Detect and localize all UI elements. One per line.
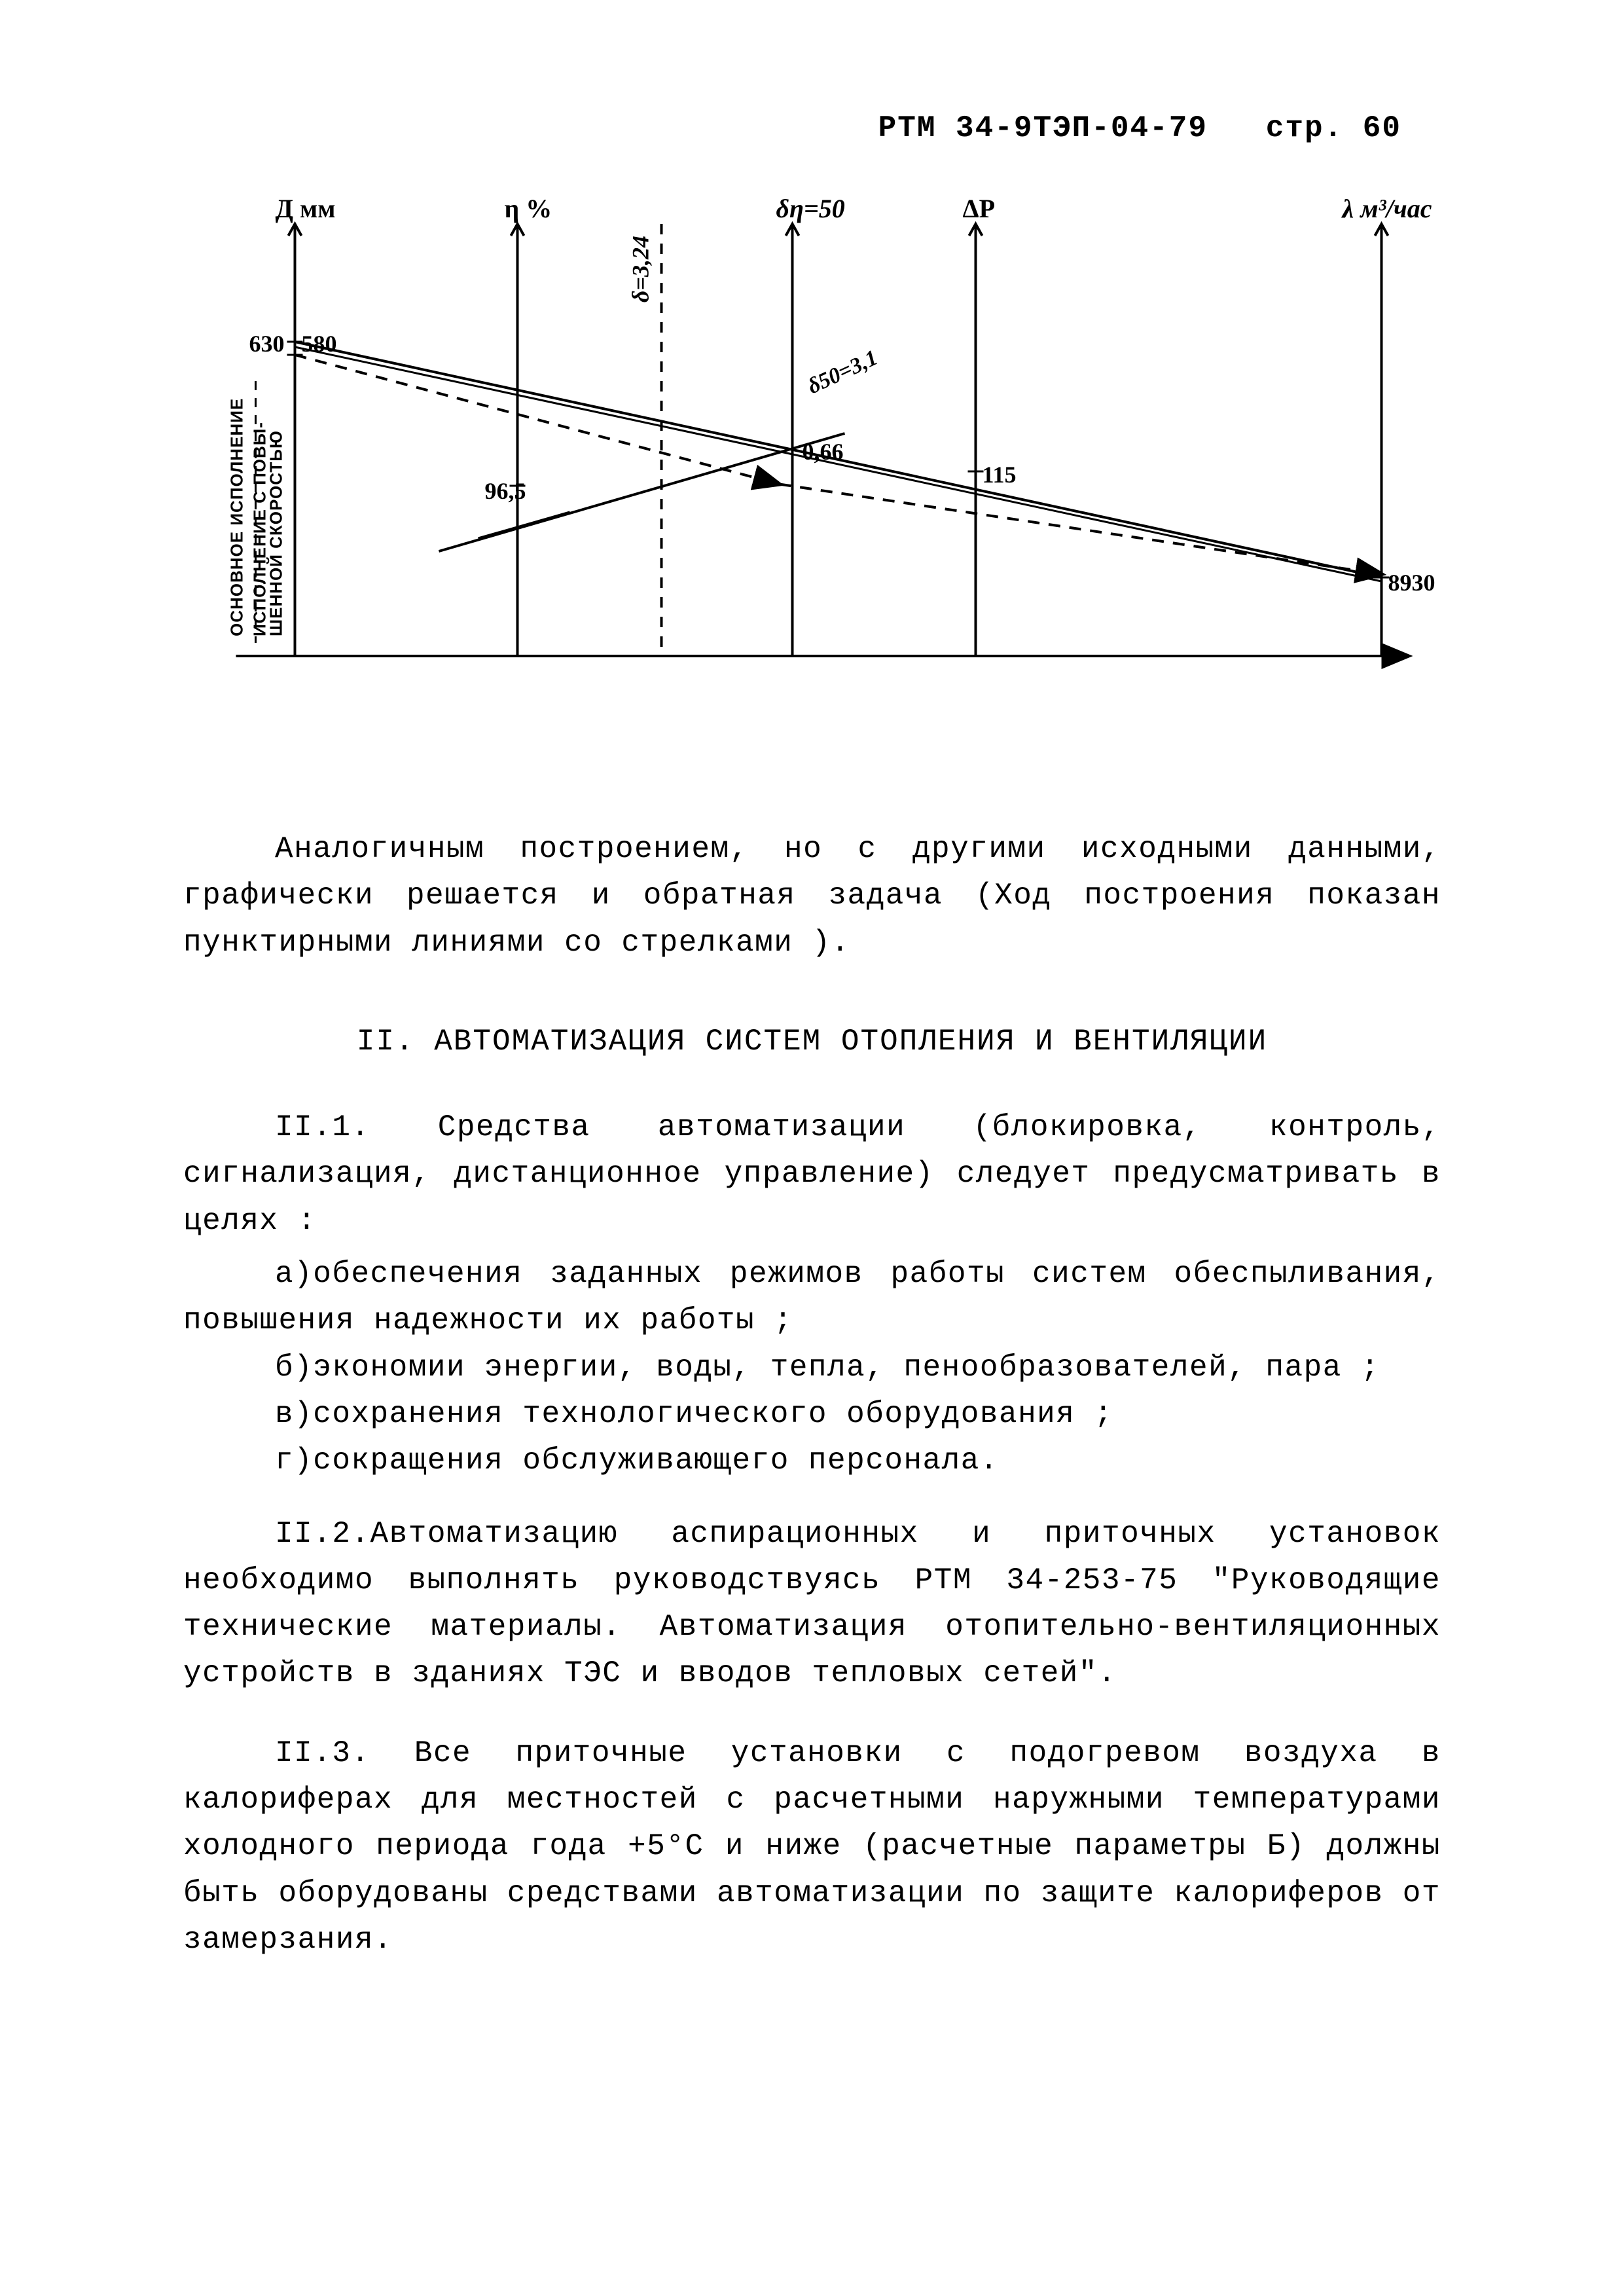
list-item-c: в)сохранения технологического оборудован… (183, 1391, 1441, 1438)
list-item-d: г)сокращения обслуживающего персонала. (183, 1438, 1441, 1484)
page-header: РТМ 34-9ТЭП-04-79 стр. 60 (183, 111, 1441, 145)
body-text: Аналогичным построением, но с другими ис… (183, 826, 1441, 1963)
svg-text:δη=50: δη=50 (776, 194, 845, 223)
doc-id: РТМ 34-9ТЭП-04-79 (878, 111, 1208, 145)
paragraph-11-3: II.3. Все приточные установки с подогрев… (183, 1730, 1441, 1963)
page-number: 60 (1363, 111, 1401, 145)
paragraph-11-1: II.1. Средства автоматизации (блокировка… (183, 1104, 1441, 1245)
svg-text:ШЕННОЙ СКОРОСТЬЮ: ШЕННОЙ СКОРОСТЬЮ (266, 430, 286, 636)
svg-text:0,66: 0,66 (803, 439, 844, 465)
svg-text:580: 580 (302, 331, 337, 357)
svg-text:630: 630 (249, 331, 285, 357)
list-item-b: б)экономии энергии, воды, тепла, пенообр… (183, 1345, 1441, 1391)
paragraph-11-2: II.2.Автоматизацию аспирационных и прито… (183, 1511, 1441, 1698)
svg-text:8930: 8930 (1388, 570, 1435, 596)
svg-text:96,5: 96,5 (485, 478, 526, 504)
page-label: стр. (1266, 111, 1343, 145)
svg-text:ΔР: ΔР (963, 194, 996, 223)
section-title: II. АВТОМАТИЗАЦИЯ СИСТЕМ ОТОПЛЕНИЯ И ВЕН… (183, 1019, 1441, 1065)
nomogram-diagram: Д мм η % δη=50 ΔР λ м³/час δ=3,24 630 580 96,5 δ5… (183, 185, 1441, 748)
svg-text:δ50=3,1: δ50=3,1 (804, 346, 881, 399)
page: РТМ 34-9ТЭП-04-79 стр. 60 Д мм η % δη=50 ΔР… (0, 0, 1624, 2296)
list-item-a: а)обеспечения заданных режимов работы си… (183, 1251, 1441, 1345)
svg-text:ОСНОВНОЕ ИСПОЛНЕНИЕ: ОСНОВНОЕ ИСПОЛНЕНИЕ (227, 398, 247, 636)
svg-text:δ=3,24: δ=3,24 (628, 236, 654, 302)
svg-text:λ м³/час: λ м³/час (1341, 194, 1432, 223)
svg-text:Д мм: Д мм (276, 194, 336, 223)
svg-text:115: 115 (983, 462, 1017, 488)
svg-text:η %: η % (505, 194, 552, 223)
paragraph-intro: Аналогичным построением, но с другими ис… (183, 826, 1441, 966)
